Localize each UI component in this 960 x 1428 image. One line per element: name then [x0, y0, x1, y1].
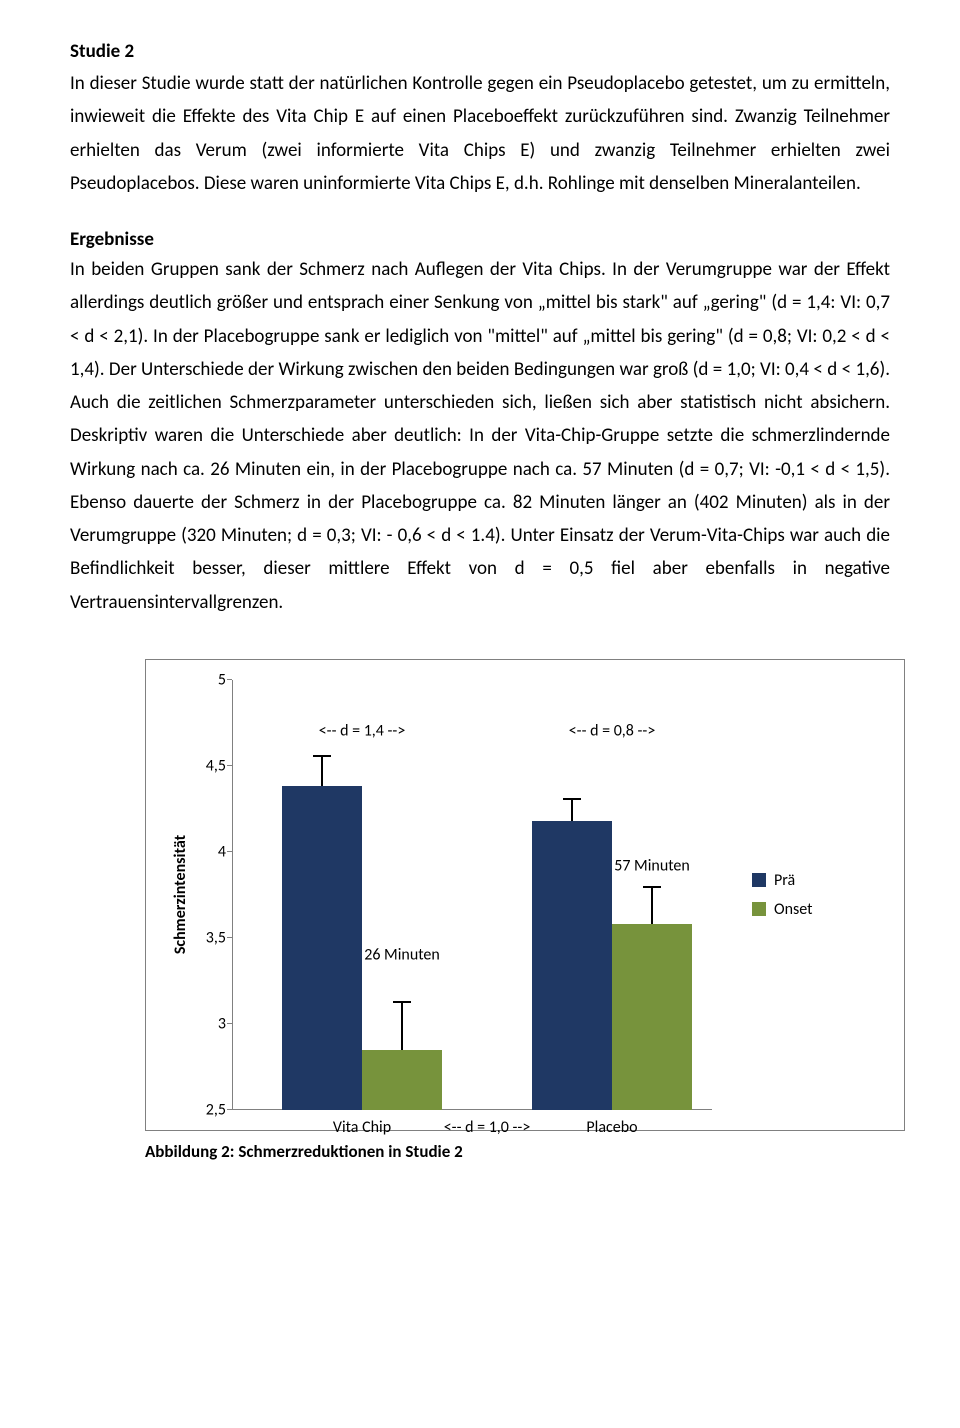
bar-prae [532, 821, 612, 1110]
chart-annotation: 57 Minuten [614, 856, 690, 875]
error-cap [643, 886, 661, 888]
chart-annotation: <-- d = 1,0 --> [444, 1118, 531, 1137]
y-tick-label: 3,5 [206, 928, 226, 947]
y-tick-mark [227, 851, 232, 852]
y-tick-label: 3 [218, 1014, 226, 1033]
y-tick-mark [227, 765, 232, 766]
error-bar [651, 886, 653, 924]
error-bar [321, 755, 323, 786]
results-heading: Ergebnisse [70, 228, 890, 251]
chart-container: Schmerzintensität 2,5 3 3,5 4 4,5 5 Vita Chip… [145, 659, 905, 1131]
chart-annotation: 26 Minuten [364, 945, 440, 964]
legend-label: Prä [774, 871, 795, 890]
error-cap [563, 798, 581, 800]
y-axis-ticks: 2,533,544,55 [196, 680, 232, 1110]
y-tick-mark [227, 679, 232, 680]
x-tick-label: Vita Chip [333, 1118, 391, 1137]
legend-swatch [752, 873, 766, 887]
error-cap [393, 1001, 411, 1003]
x-tick-label: Placebo [586, 1118, 637, 1137]
y-tick-mark [227, 937, 232, 938]
chart-legend: Prä Onset [712, 680, 882, 1110]
paragraph-results: In beiden Gruppen sank der Schmerz nach … [70, 253, 890, 619]
bar-onset [612, 924, 692, 1110]
y-tick-mark [227, 1023, 232, 1024]
y-axis-label: Schmerzintensität [172, 835, 191, 954]
chart-annotation: <-- d = 0,8 --> [569, 722, 656, 741]
legend-item: Prä [752, 871, 882, 890]
legend-label: Onset [774, 900, 813, 919]
y-tick-mark [227, 1109, 232, 1110]
legend-swatch [752, 902, 766, 916]
legend-item: Onset [752, 900, 882, 919]
error-bar [571, 798, 573, 820]
error-bar [401, 1001, 403, 1049]
bar-onset [362, 1050, 442, 1110]
y-tick-label: 5 [218, 670, 226, 689]
y-axis-line [232, 680, 233, 1110]
section-heading: Studie 2 [70, 40, 890, 63]
figure-caption: Abbildung 2: Schmerzreduktionen in Studi… [145, 1141, 890, 1162]
bar-prae [282, 786, 362, 1109]
y-tick-label: 4,5 [206, 756, 226, 775]
paragraph-intro: In dieser Studie wurde statt der natürli… [70, 67, 890, 200]
chart-annotation: <-- d = 1,4 --> [319, 722, 406, 741]
plot-area: Vita ChipPlacebo<-- d = 1,4 --><-- d = 0… [232, 680, 712, 1110]
error-cap [313, 755, 331, 757]
y-tick-label: 4 [218, 842, 226, 861]
y-tick-label: 2,5 [206, 1100, 226, 1119]
